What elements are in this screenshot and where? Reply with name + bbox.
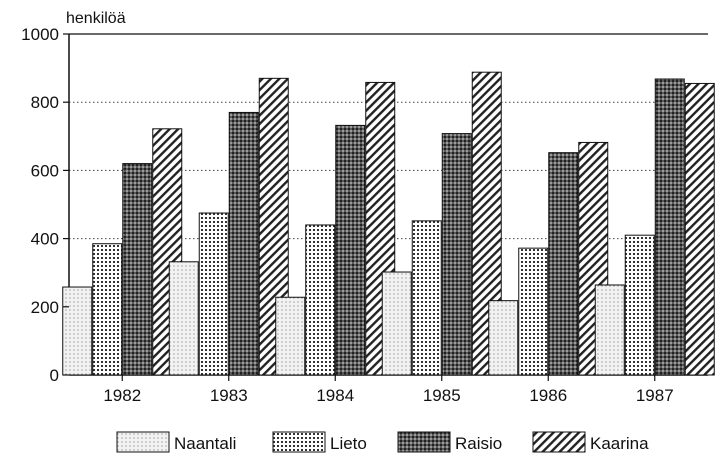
y-axis-ticks: 0 200 400 600 800 1000 [21,25,69,385]
bar-lieto-1984 [305,224,336,376]
legend-label-kaarina: Kaarina [590,434,649,453]
legend-swatch-kaarina [532,431,586,453]
bar-lieto-1982 [92,243,123,376]
legend-label-naantali: Naantali [174,434,236,453]
bar-naantali-1983 [168,261,199,376]
bar-naantali-1987 [594,284,625,376]
legend: Naantali Lieto Raisio Kaarina [116,431,649,453]
bar-lieto-1987 [624,234,655,376]
bar-raisio-1982 [122,163,153,376]
y-tick-label: 200 [31,298,59,317]
legend-swatch-raisio [397,431,451,453]
bar-raisio-1984 [335,124,366,376]
bar-naantali-1984 [275,296,306,376]
x-tick-label: 1987 [636,386,674,405]
bars [62,71,715,376]
bar-lieto-1983 [198,212,229,376]
bar-raisio-1986 [548,152,579,376]
x-tick-label: 1986 [529,386,567,405]
x-tick-label: 1985 [423,386,461,405]
y-tick-label: 400 [31,230,59,249]
legend-swatch-naantali [116,431,170,453]
x-tick-label: 1984 [316,386,354,405]
legend-swatch-lieto [272,431,326,453]
y-axis-label: henkilöä [66,10,126,27]
x-axis-ticks: 1982 1983 1984 1985 1986 1987 [103,375,674,405]
y-tick-label: 1000 [21,25,59,44]
bar-naantali-1985 [381,271,412,376]
bar-raisio-1983 [228,111,259,376]
x-tick-label: 1983 [210,386,248,405]
bar-raisio-1985 [441,133,472,376]
y-tick-label: 800 [31,93,59,112]
bar-lieto-1985 [411,220,442,376]
legend-label-lieto: Lieto [330,434,367,453]
bar-naantali-1986 [488,300,519,376]
y-tick-label: 600 [31,161,59,180]
bar-raisio-1987 [654,78,685,376]
bar-lieto-1986 [518,247,549,376]
y-tick-label: 0 [50,366,59,385]
bar-kaarina-1987 [684,82,715,376]
x-tick-label: 1982 [103,386,141,405]
bar-naantali-1982 [62,286,93,376]
legend-label-raisio: Raisio [455,434,502,453]
